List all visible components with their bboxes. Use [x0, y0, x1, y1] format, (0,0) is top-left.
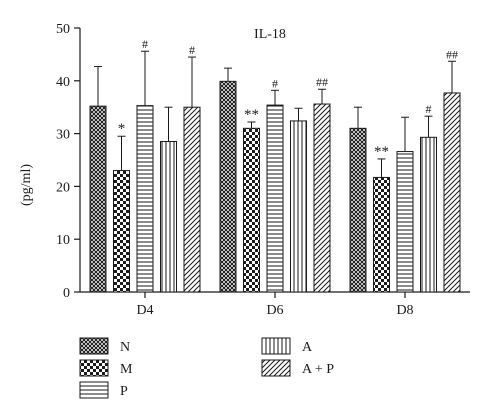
legend-label: A + P	[302, 362, 334, 377]
significance-mark: ##	[316, 75, 328, 89]
legend-swatch	[79, 381, 109, 399]
legend: NMP A A + P	[79, 337, 334, 399]
y-tick-label: 20	[56, 180, 70, 195]
bar	[373, 176, 390, 293]
bar	[113, 170, 130, 293]
y-tick-label: 50	[56, 22, 70, 37]
chart-title: IL-18	[254, 27, 286, 42]
bar	[396, 151, 414, 293]
legend-label: P	[120, 384, 128, 399]
bar	[136, 105, 154, 293]
significance-mark: #	[272, 76, 278, 90]
legend-swatch	[79, 359, 109, 377]
y-tick-label: 30	[56, 128, 70, 143]
legend-swatch	[261, 359, 291, 377]
x-axis: D4 D6 D8	[80, 291, 470, 318]
significance-mark: #	[189, 43, 195, 57]
significance-mark: **	[374, 144, 389, 160]
significance-mark: *	[118, 121, 126, 137]
y-tick-label: 40	[56, 75, 70, 90]
bar	[420, 136, 437, 293]
legend-swatch	[261, 337, 291, 355]
legend-label: N	[120, 340, 130, 355]
significance-mark: **	[244, 107, 259, 123]
y-axis: 0 10 20 30 40 50	[56, 22, 81, 301]
bar	[243, 127, 260, 293]
bar	[313, 103, 331, 293]
y-tick-label: 10	[56, 233, 70, 248]
y-tick-label: 0	[63, 286, 70, 301]
significance-mark: #	[142, 37, 148, 51]
bar	[183, 106, 201, 293]
bar	[89, 105, 107, 293]
bar	[219, 80, 237, 293]
bars: *# #**# ##**###	[89, 37, 461, 293]
significance-mark: #	[426, 102, 432, 116]
bar	[443, 92, 461, 293]
x-tick-label: D8	[396, 303, 413, 318]
y-axis-label: (pg/ml)	[19, 164, 34, 206]
x-tick-label: D4	[136, 303, 153, 318]
x-tick-label: D6	[266, 303, 283, 318]
bar	[266, 104, 284, 293]
legend-label: M	[120, 362, 133, 377]
bar	[349, 127, 367, 293]
significance-mark: ##	[446, 47, 458, 61]
bar	[290, 120, 307, 293]
bar	[160, 141, 177, 293]
legend-label: A	[302, 340, 313, 355]
legend-swatch	[79, 337, 109, 355]
